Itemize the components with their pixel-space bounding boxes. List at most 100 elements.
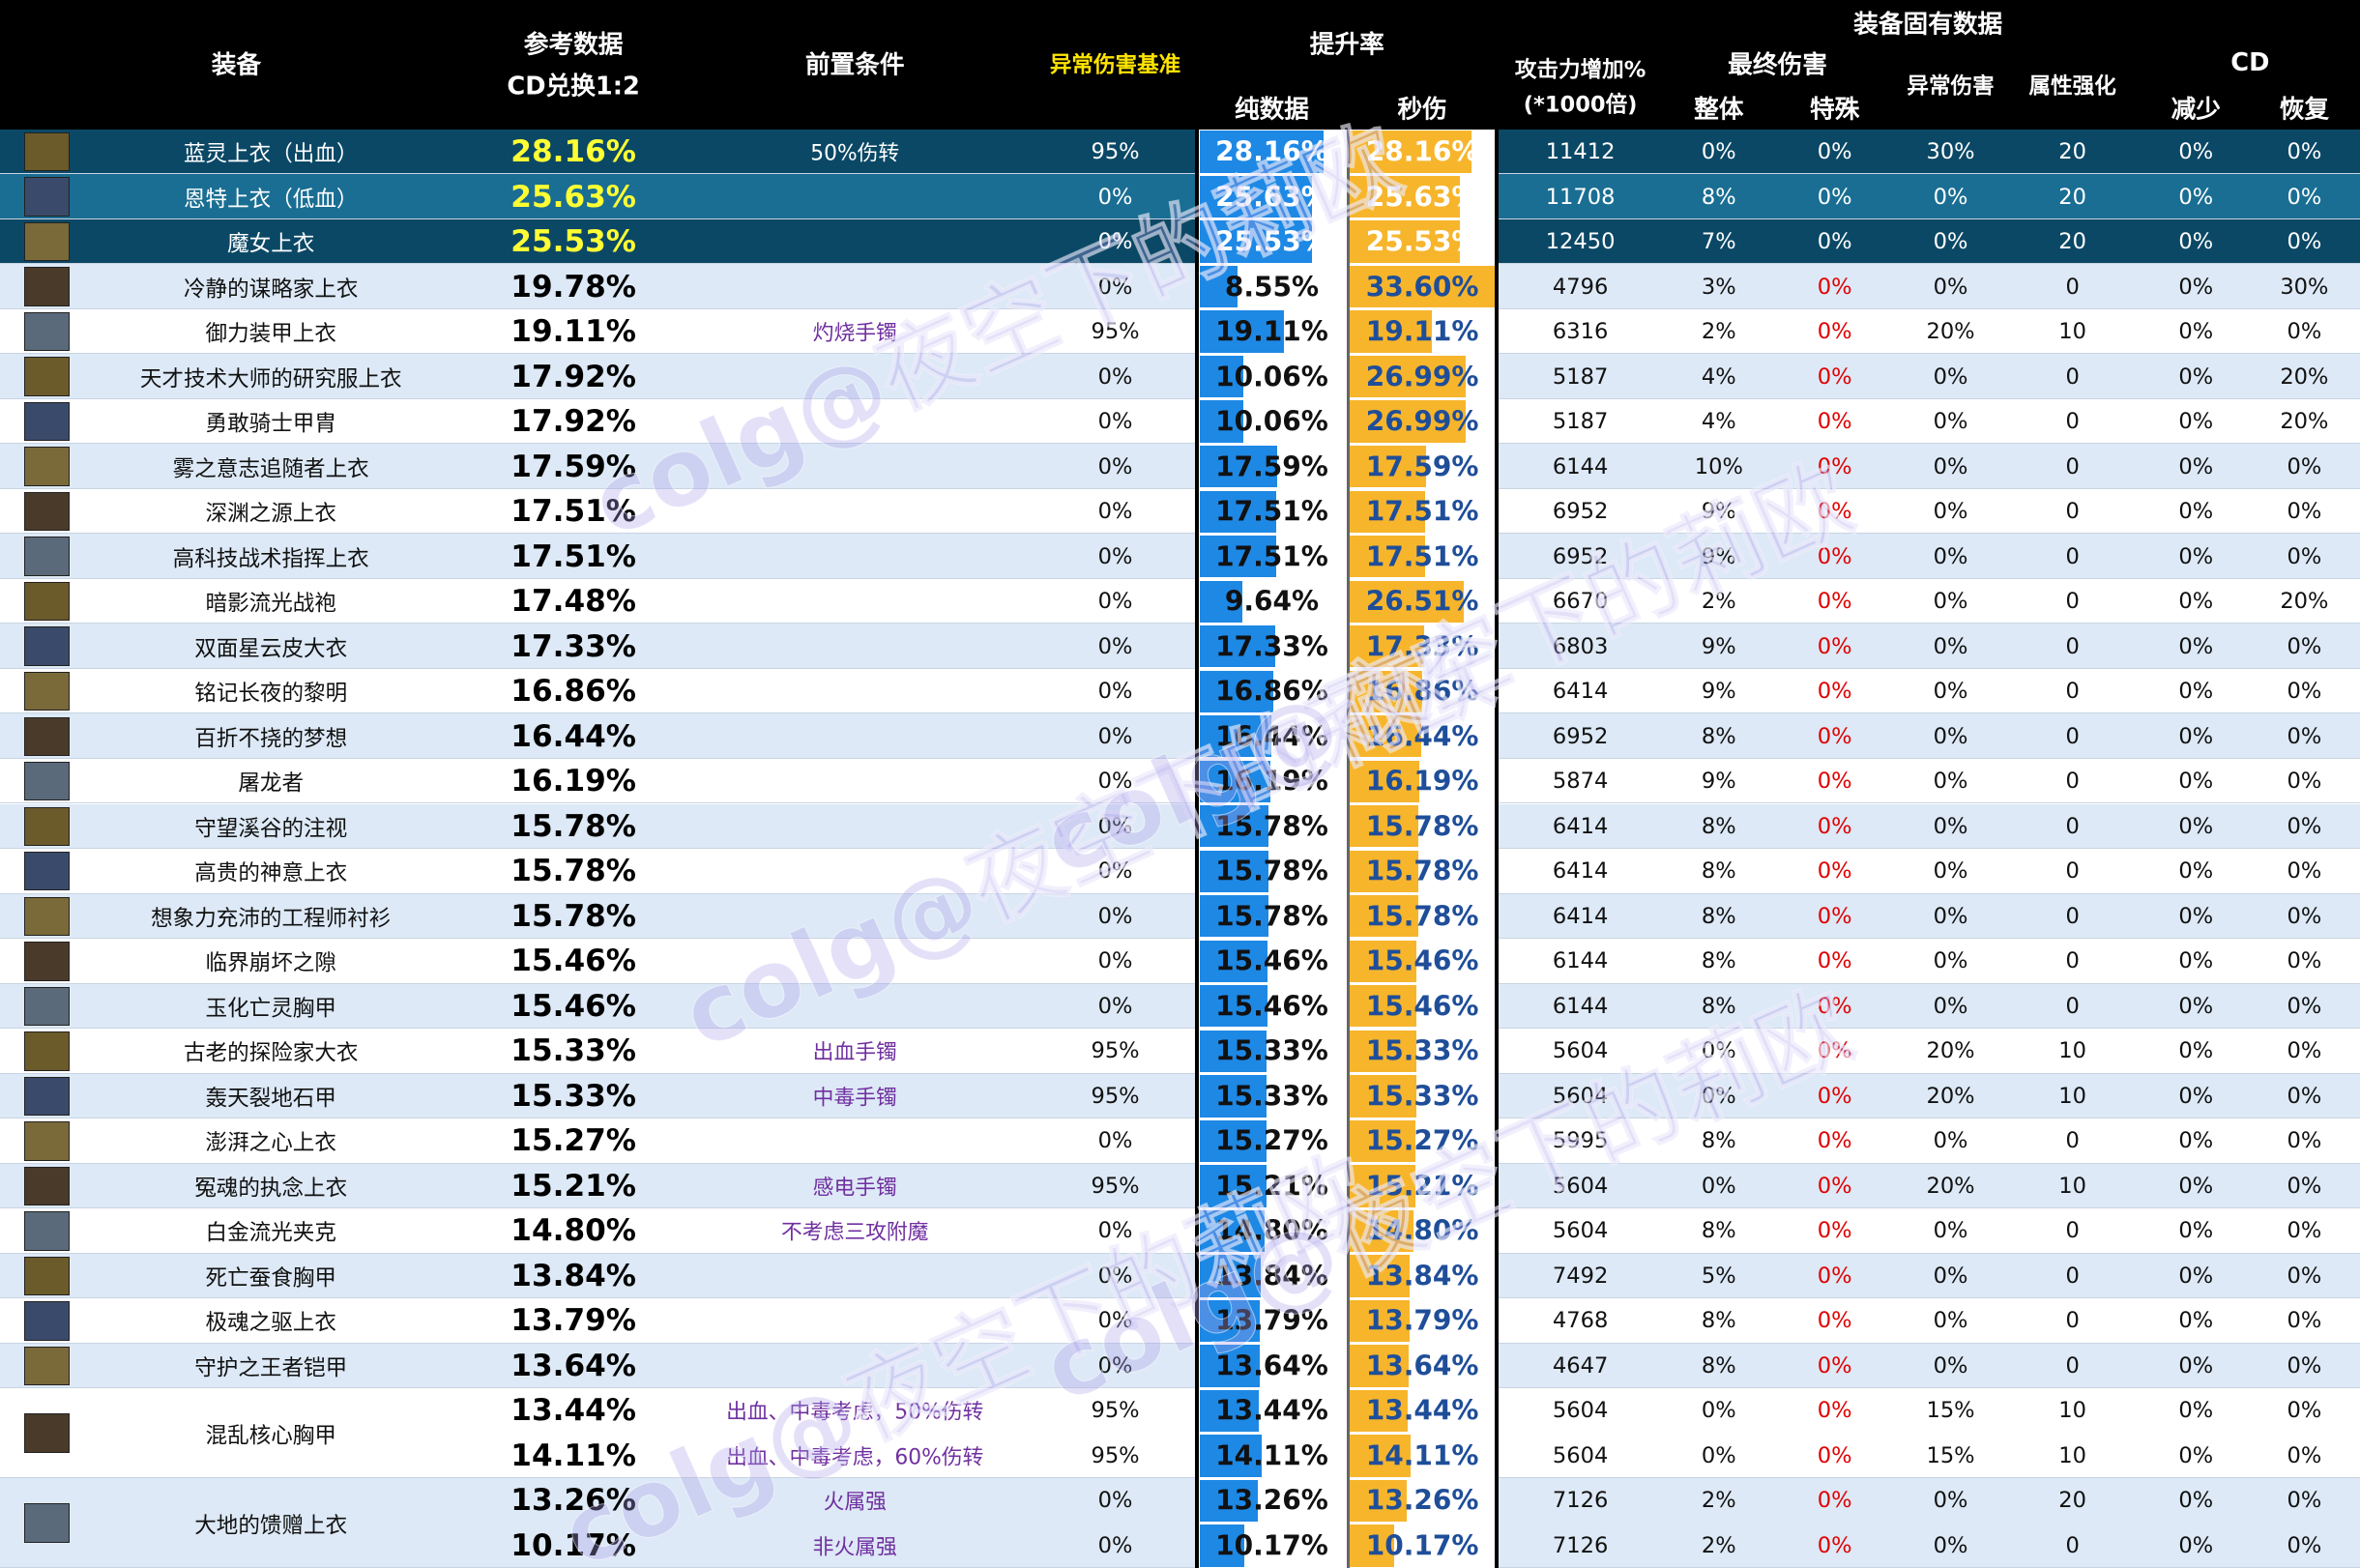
equip-name: 恩特上衣（低血） — [183, 187, 359, 213]
bar — [1350, 1165, 1416, 1207]
abnormal-base: 0% — [1097, 409, 1133, 435]
equip-name: 白金流光夹克 — [205, 1220, 336, 1246]
abnormal-base: 95% — [1091, 1442, 1140, 1468]
bar — [1350, 220, 1460, 263]
atk-value: 6144 — [1552, 453, 1609, 479]
special-dmg: 0% — [1817, 139, 1852, 165]
equip-name: 暗影流光战袍 — [205, 591, 336, 617]
bar — [1199, 715, 1272, 758]
row-bg — [0, 264, 2360, 309]
equip-name: 天才技术大师的研究服上衣 — [139, 366, 402, 392]
cd-reduce: 0% — [2178, 229, 2214, 255]
abnormal-dmg: 0% — [1933, 1352, 1968, 1379]
special-dmg: 0% — [1817, 499, 1852, 525]
dps-value: 10.17% — [1365, 1529, 1479, 1562]
equip-name: 勇敢骑士甲胄 — [205, 411, 336, 437]
atk-value: 6316 — [1552, 319, 1609, 345]
icon — [23, 1301, 70, 1341]
icon — [23, 1211, 70, 1251]
cd-reduce: 0% — [2178, 453, 2214, 479]
bar — [1199, 536, 1277, 578]
equip-name: 玉化亡灵胸甲 — [205, 996, 336, 1022]
ref-value: 17.51% — [510, 538, 636, 574]
abnormal-base: 0% — [1097, 184, 1133, 210]
ref-value: 15.46% — [510, 988, 636, 1024]
bar — [1350, 1524, 1394, 1567]
ref-value: 16.44% — [510, 718, 636, 754]
dps-value: 17.51% — [1365, 540, 1479, 573]
row-bg — [0, 129, 2360, 175]
abnormal-base: 0% — [1097, 274, 1133, 300]
header-cell: 装备 — [211, 50, 262, 80]
abnormal-base: 95% — [1091, 1398, 1140, 1424]
bar — [1199, 850, 1269, 892]
atk-value: 4796 — [1552, 274, 1609, 300]
special-dmg: 0% — [1817, 769, 1852, 795]
bar — [1199, 760, 1271, 802]
special-dmg: 0% — [1817, 543, 1852, 569]
header-cell: 属性强化 — [2028, 73, 2116, 100]
elem-value: 0 — [2065, 769, 2080, 795]
cd-reduce: 0% — [2178, 813, 2214, 839]
bar — [1350, 850, 1418, 892]
dps-value: 19.11% — [1365, 315, 1479, 348]
cd-reduce: 0% — [2178, 1218, 2214, 1244]
overall-dmg: 4% — [1701, 409, 1736, 435]
abnormal-dmg: 0% — [1933, 1488, 1968, 1514]
dps-value: 17.51% — [1365, 495, 1479, 528]
cd-reduce: 0% — [2178, 1263, 2214, 1289]
cd-recover: 0% — [2287, 1352, 2322, 1379]
atk-value: 5604 — [1552, 1173, 1609, 1199]
separator — [1347, 129, 1350, 1568]
header-cell: 参考数据 — [523, 30, 624, 60]
overall-dmg: 8% — [1701, 1128, 1736, 1154]
bar — [1199, 940, 1267, 982]
cd-recover: 0% — [2287, 993, 2322, 1019]
cd-reduce: 0% — [2178, 993, 2214, 1019]
bar — [1199, 1389, 1259, 1433]
separator — [1195, 129, 1199, 1568]
icon — [23, 401, 70, 442]
abnormal-base: 95% — [1091, 1038, 1140, 1064]
cd-reduce: 0% — [2178, 1128, 2214, 1154]
ref-value: 13.44% — [510, 1393, 636, 1429]
bar — [1199, 445, 1277, 488]
cd-reduce: 0% — [2178, 363, 2214, 390]
abnormal-base: 0% — [1097, 769, 1133, 795]
cd-recover: 0% — [2287, 1532, 2322, 1558]
precondition: 出血、中毒考虑，50%伤转 — [726, 1400, 984, 1425]
abnormal-base: 0% — [1097, 453, 1133, 479]
icon — [23, 671, 70, 711]
ref-value: 16.86% — [510, 674, 636, 710]
bar — [1199, 1479, 1258, 1523]
ref-value: 25.53% — [510, 224, 636, 260]
elem-value: 0 — [2065, 679, 2080, 705]
icon — [23, 491, 70, 532]
bar — [1199, 670, 1274, 712]
equip-name: 冷静的谋略家上衣 — [183, 276, 359, 303]
icon — [23, 357, 70, 396]
elem-value: 0 — [2065, 1532, 2080, 1558]
cd-reduce: 0% — [2178, 1488, 2214, 1514]
header-cell: 恢复 — [2279, 95, 2330, 125]
cd-reduce: 0% — [2178, 409, 2214, 435]
bar — [1199, 895, 1269, 938]
abnormal-dmg: 0% — [1933, 499, 1968, 525]
special-dmg: 0% — [1817, 319, 1852, 345]
abnormal-dmg: 15% — [1926, 1442, 1975, 1468]
overall-dmg: 7% — [1701, 229, 1736, 255]
row-bg — [0, 1208, 2360, 1254]
icon — [23, 581, 70, 622]
atk-value: 6414 — [1552, 679, 1609, 705]
equip-name: 双面星云皮大衣 — [194, 636, 348, 662]
header-cell: CD兑换1:2 — [507, 72, 640, 102]
elem-value: 0 — [2065, 723, 2080, 749]
cd-recover: 0% — [2287, 1308, 2322, 1334]
ref-value: 16.19% — [510, 764, 636, 799]
overall-dmg: 0% — [1701, 139, 1736, 165]
precondition: 感电手镯 — [812, 1176, 897, 1201]
atk-value: 11708 — [1545, 184, 1616, 210]
bar — [1350, 310, 1433, 353]
pure-value: 10.17% — [1215, 1529, 1328, 1562]
ref-value: 15.46% — [510, 944, 636, 979]
